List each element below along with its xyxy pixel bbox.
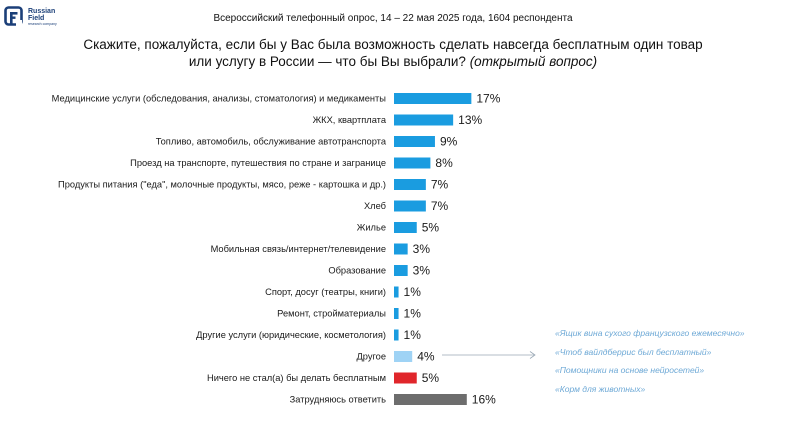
- value-label: 1%: [404, 285, 422, 299]
- category-label: Жилье: [357, 223, 386, 233]
- bar: [394, 394, 467, 405]
- category-label: Мобильная связь/интернет/телевидение: [211, 244, 386, 254]
- category-label: Медицинские услуги (обследования, анализ…: [52, 94, 387, 104]
- bar: [394, 157, 431, 169]
- bar: [394, 179, 426, 190]
- quote-item: «Ящик вина сухого французского ежемесячн…: [555, 328, 745, 338]
- category-label: Ничего не стал(а) бы делать бесплатным: [207, 373, 386, 383]
- value-label: 3%: [413, 264, 431, 278]
- bar: [394, 286, 399, 298]
- bar: [394, 351, 413, 362]
- value-label: 5%: [422, 371, 440, 385]
- value-label: 9%: [440, 135, 458, 149]
- bar: [394, 200, 426, 212]
- category-label: ЖКХ, квартплата: [313, 115, 387, 125]
- question-line1: Скажите, пожалуйста, если бы у Вас была …: [83, 37, 703, 52]
- bar: [394, 372, 417, 384]
- question-note: (открытый вопрос): [469, 54, 598, 69]
- category-label: Затрудняюсь ответить: [290, 395, 387, 405]
- category-label: Топливо, автомобиль, обслуживание автотр…: [156, 137, 387, 147]
- logo-line1: Russian: [28, 8, 56, 15]
- quote-item: «Помощники на основе нейросетей»: [555, 365, 705, 375]
- value-label: 16%: [472, 393, 496, 407]
- category-label: Продукты питания ("еда", молочные продук…: [58, 180, 386, 190]
- category-label: Образование: [328, 266, 386, 276]
- value-label: 4%: [417, 350, 435, 364]
- chart-title: Скажите, пожалуйста, если бы у Вас была …: [70, 36, 716, 70]
- russian-field-logo-icon: [4, 6, 23, 26]
- logo-line2: Field: [28, 15, 45, 22]
- bar: [394, 114, 454, 126]
- value-label: 3%: [413, 242, 431, 256]
- bar: [394, 308, 399, 319]
- category-label: Ремонт, стройматериалы: [277, 309, 386, 319]
- bar: [394, 265, 408, 276]
- value-label: 7%: [431, 178, 449, 192]
- value-label: 7%: [431, 199, 449, 213]
- value-label: 17%: [476, 92, 500, 106]
- survey-info: Всероссийский телефонный опрос, 14 – 22 …: [213, 13, 573, 24]
- quote-item: «Корм для животных»: [555, 383, 646, 394]
- bar: [394, 329, 399, 341]
- value-label: 1%: [404, 307, 422, 321]
- value-label: 1%: [404, 328, 422, 342]
- category-label: Проезд на транспорте, путешествия по стр…: [130, 158, 386, 168]
- annotation-arrow: [442, 351, 536, 359]
- bar: [394, 136, 435, 147]
- other-answers-quotes: «Ящик вина сухого французского ежемесячн…: [555, 324, 745, 398]
- company-logo: Russian Field research company: [4, 6, 57, 28]
- question-line2: или услугу в России — что бы Вы выбрали?…: [70, 53, 716, 70]
- value-label: 5%: [422, 221, 440, 235]
- category-label: Другие услуги (юридические, косметология…: [196, 330, 386, 340]
- logo-subtitle: research company: [28, 22, 57, 26]
- bar: [394, 222, 417, 233]
- value-label: 13%: [458, 113, 482, 127]
- quote-item: «Чтоб вайлдберрис был бесплатный»: [555, 346, 712, 357]
- category-label: Другое: [356, 352, 386, 362]
- question-line2-text: или услугу в России — что бы Вы выбрали?: [188, 54, 466, 69]
- logo-text: Russian Field research company: [28, 8, 57, 26]
- category-label: Спорт, досуг (театры, книги): [265, 287, 386, 297]
- bar: [394, 93, 472, 104]
- category-label: Хлеб: [364, 201, 386, 211]
- bar: [394, 243, 408, 255]
- value-label: 8%: [435, 156, 453, 170]
